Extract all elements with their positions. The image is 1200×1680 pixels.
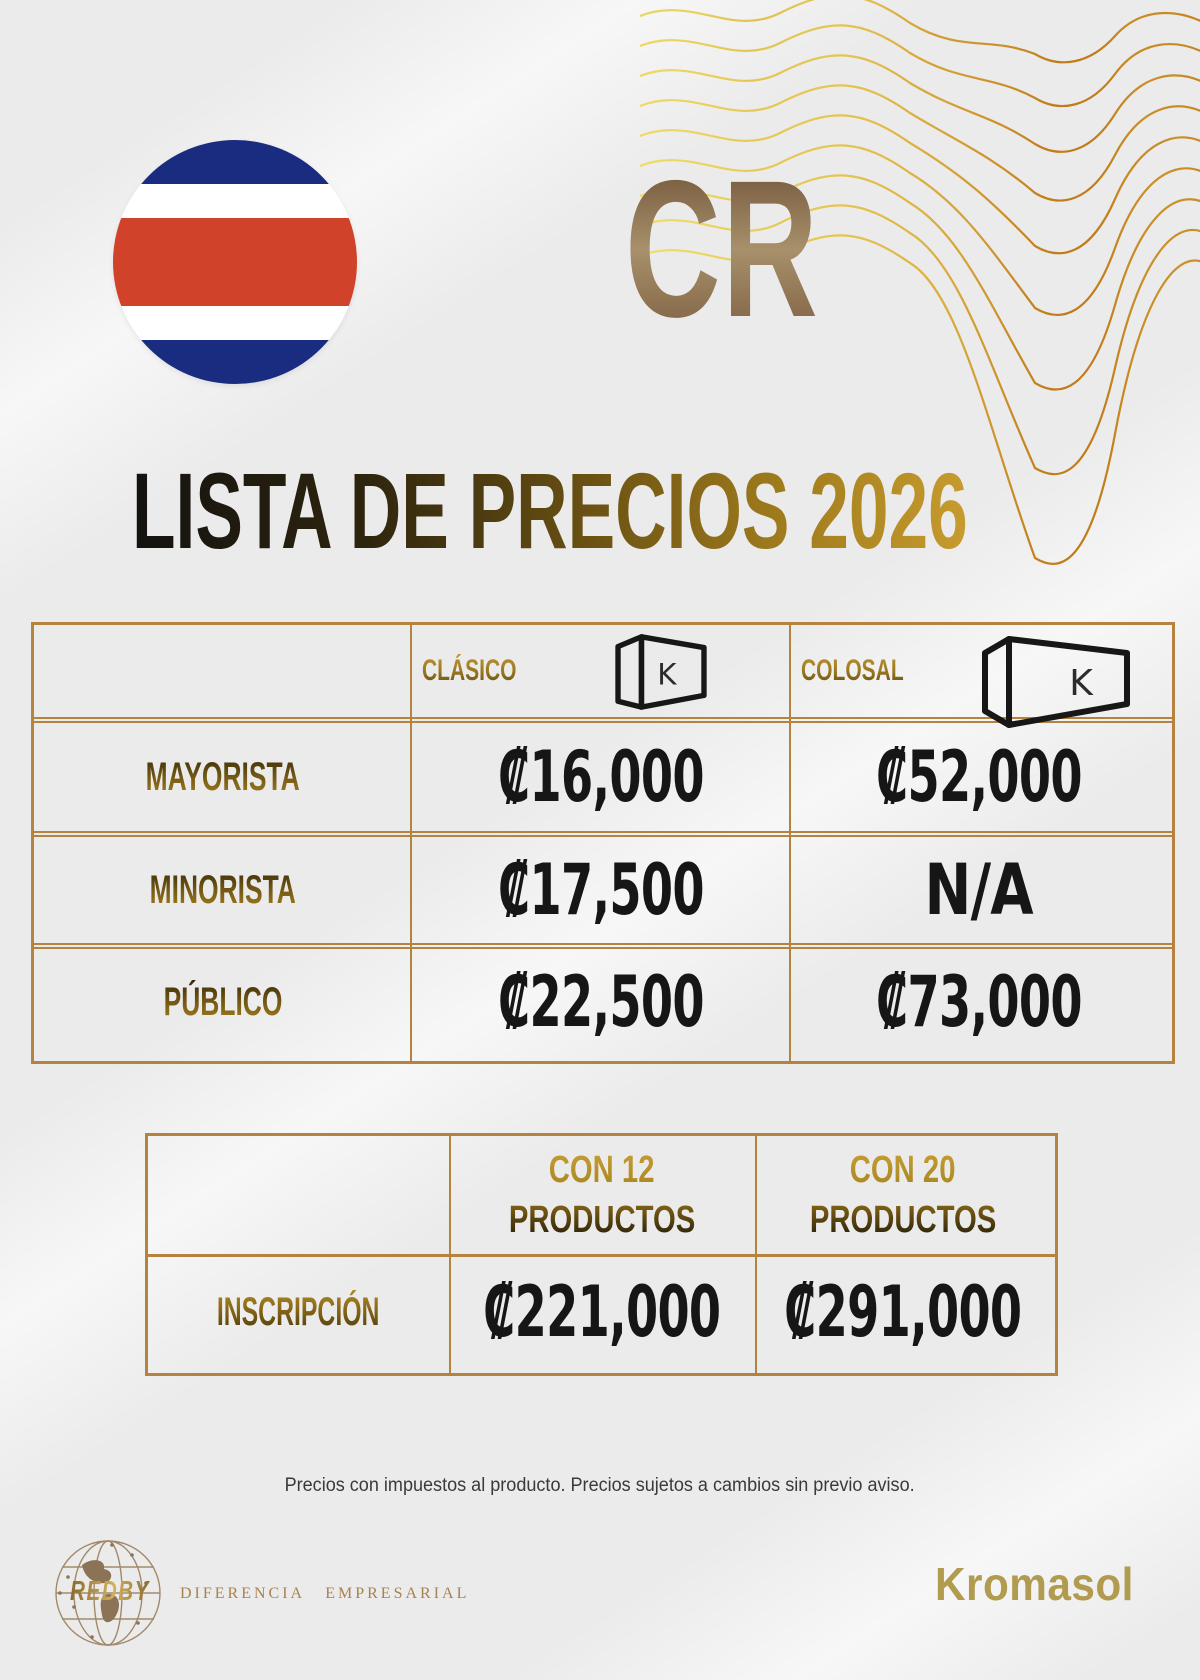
kromasol-box-icon: K	[615, 634, 707, 710]
gold-waves-decoration	[640, 0, 1200, 565]
table-row-label: PÚBLICO	[163, 979, 282, 1024]
price-table: CLÁSICO K COLOSAL K MAYORISTA ₡1	[31, 622, 1175, 1064]
price-cell: ₡221,000	[483, 1271, 721, 1353]
column-header-colosal: COLOSAL K	[791, 625, 1166, 728]
column-header-clasico: CLÁSICO K	[412, 625, 789, 717]
country-code: CR	[625, 140, 820, 358]
disclaimer-text: Precios con impuestos al producto. Preci…	[284, 1475, 916, 1496]
price-cell: ₡52,000	[875, 736, 1082, 818]
globe-icon	[55, 1540, 161, 1646]
redby-logo: REDBY DIFERENCIA EMPRESARIAL	[52, 1537, 592, 1657]
table-divider	[789, 625, 791, 1061]
table-divider	[34, 943, 1172, 949]
column-header-label: CLÁSICO	[422, 654, 517, 687]
price-cell: N/A	[924, 849, 1033, 931]
costa-rica-flag	[113, 140, 357, 384]
box-letter: K	[657, 658, 677, 692]
column-header-con20: CON 20 PRODUCTOS	[809, 1149, 997, 1241]
table-row-label: MAYORISTA	[145, 754, 300, 799]
table-divider	[34, 717, 1172, 723]
kromasol-logo: Kromasol	[935, 1558, 1134, 1610]
enrollment-table: CON 12 PRODUCTOS CON 20 PRODUCTOS INSCRI…	[145, 1133, 1058, 1376]
kromasol-box-large-icon: K	[982, 636, 1130, 728]
price-cell: ₡73,000	[875, 961, 1082, 1043]
table-row-label: INSCRIPCIÓN	[217, 1289, 380, 1334]
price-cell: ₡22,500	[497, 961, 704, 1043]
column-header-con12: CON 12 PRODUCTOS	[508, 1149, 696, 1241]
table-divider	[148, 1254, 1055, 1257]
box-letter: K	[1069, 663, 1094, 704]
page-title: LISTA DE PRECIOS 2026	[132, 450, 968, 571]
redby-wordmark: REDBY	[70, 1575, 150, 1606]
price-cell: ₡291,000	[784, 1271, 1022, 1353]
redby-tagline: DIFERENCIA EMPRESARIAL	[180, 1585, 470, 1602]
table-divider	[34, 831, 1172, 837]
table-divider	[410, 625, 412, 1061]
table-row-label: MINORISTA	[149, 867, 296, 912]
price-cell: ₡17,500	[497, 849, 704, 931]
column-header-label: COLOSAL	[801, 654, 904, 687]
price-cell: ₡16,000	[497, 736, 704, 818]
